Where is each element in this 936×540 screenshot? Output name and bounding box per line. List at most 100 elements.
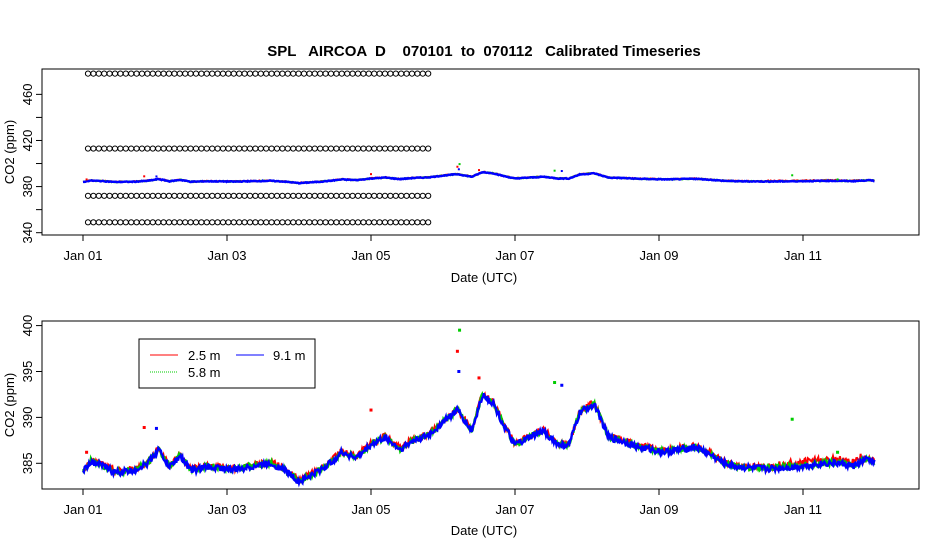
calibration-point [300,145,308,152]
calibration-point [198,192,205,199]
calibration-point [111,145,119,152]
spike-point-2-5m [85,450,89,454]
legend: 2.5 m 9.1 m 5.8 m [138,338,316,389]
calibration-point [122,192,129,199]
calibration-point [230,219,237,226]
calibration-point [333,219,340,226]
calibration-point [349,70,356,77]
calibration-point [203,219,210,226]
calibration-point [214,219,221,226]
calibration-point [198,145,205,152]
calibration-point [322,192,329,199]
calibration-point [338,192,345,199]
calibration-point [252,219,259,226]
calibration-point [149,70,156,77]
calibration-point [160,192,167,199]
calibration-point [284,145,291,152]
spike-point-9-1m [154,426,158,430]
calibration-point [230,145,237,152]
calibration-point [219,70,227,77]
calibration-point [284,219,291,226]
calibration-point [192,145,200,152]
legend-label-2-5m: 2.5 m [188,348,221,363]
calibration-point [122,145,129,152]
calibration-point [403,70,410,77]
calibration-point [263,192,270,199]
spike-point-5-8m [553,381,557,385]
bottom-x-axis-label: Date (UTC) [451,523,517,538]
top-spike-point-2-5m [143,175,146,178]
calibration-point [327,192,335,199]
top-spike-point-2-5m [456,165,459,168]
calibration-point [246,145,254,152]
calibration-point [360,192,367,199]
calibration-point [90,145,97,152]
calibration-point [95,145,102,152]
calibration-point [327,70,335,77]
calibration-point [317,192,324,199]
calibration-point [268,145,275,152]
calibration-point [117,192,124,199]
calibration-point [133,70,140,77]
calibration-point [414,219,421,226]
calibration-point [333,70,340,77]
calibration-point [122,219,129,226]
calibration-point [371,192,378,199]
calibration-point [338,219,345,226]
calibration-point [101,70,108,77]
calibration-point [101,219,108,226]
calibration-point [241,192,248,199]
bottom-axes: Jan 01 Jan 03 Jan 05 Jan 07 Jan 09 Jan 11 385 3… [20,315,822,517]
calibration-point [133,192,140,199]
calibration-point [106,219,113,226]
calibration-point [214,70,221,77]
legend-label-5-8m: 5.8 m [188,365,221,380]
top-y-tick-label: 420 [20,130,35,152]
calibration-point [209,219,216,226]
calibration-point [290,192,297,199]
calibration-point [198,219,205,226]
calibration-point [311,192,318,199]
calibration-point [284,70,291,77]
top-y-tick-label: 460 [20,84,35,106]
calibration-point [333,145,340,152]
bottom-x-tick-label: Jan 01 [63,502,102,517]
calibration-point [344,192,351,199]
calibration-point [187,145,194,152]
calibration-point [182,70,189,77]
calibration-point [165,192,173,199]
calibration-point [327,145,335,152]
calibration-point [160,70,167,77]
calibration-point [263,70,270,77]
calibration-point [187,219,194,226]
bottom-x-tick-label: Jan 05 [351,502,390,517]
calibration-point [225,192,232,199]
calibration-point [128,70,135,77]
calibration-point [106,145,113,152]
calibration-point [192,70,200,77]
top-spike-point-5-8m [836,178,839,181]
calibration-point [133,145,140,152]
calibration-point [365,219,372,226]
top-series-9-1m [82,170,875,185]
bottom-y-axis-label: CO2 (ppm) [2,373,17,437]
top-x-tick-label: Jan 07 [495,248,534,263]
bottom-y-tick-label: 390 [20,407,35,429]
calibration-point [290,219,297,226]
calibration-point [295,192,302,199]
top-y-axis-label: CO2 (ppm) [2,120,17,184]
calibration-point [138,145,146,152]
calibration-point [138,70,146,77]
calibration-point [165,145,173,152]
calibration-point [101,192,108,199]
bottom-x-tick-label: Jan 07 [495,502,534,517]
calibration-point [241,219,248,226]
bottom-panel: Jan 01 Jan 03 Jan 05 Jan 07 Jan 09 Jan 11 385 3… [2,315,920,538]
calibration-point [176,145,183,152]
calibration-point [317,145,324,152]
calibration-point [192,219,200,226]
calibration-point [273,70,281,77]
calibration-point [252,145,259,152]
calibration-point [306,219,313,226]
calibration-point [257,219,264,226]
